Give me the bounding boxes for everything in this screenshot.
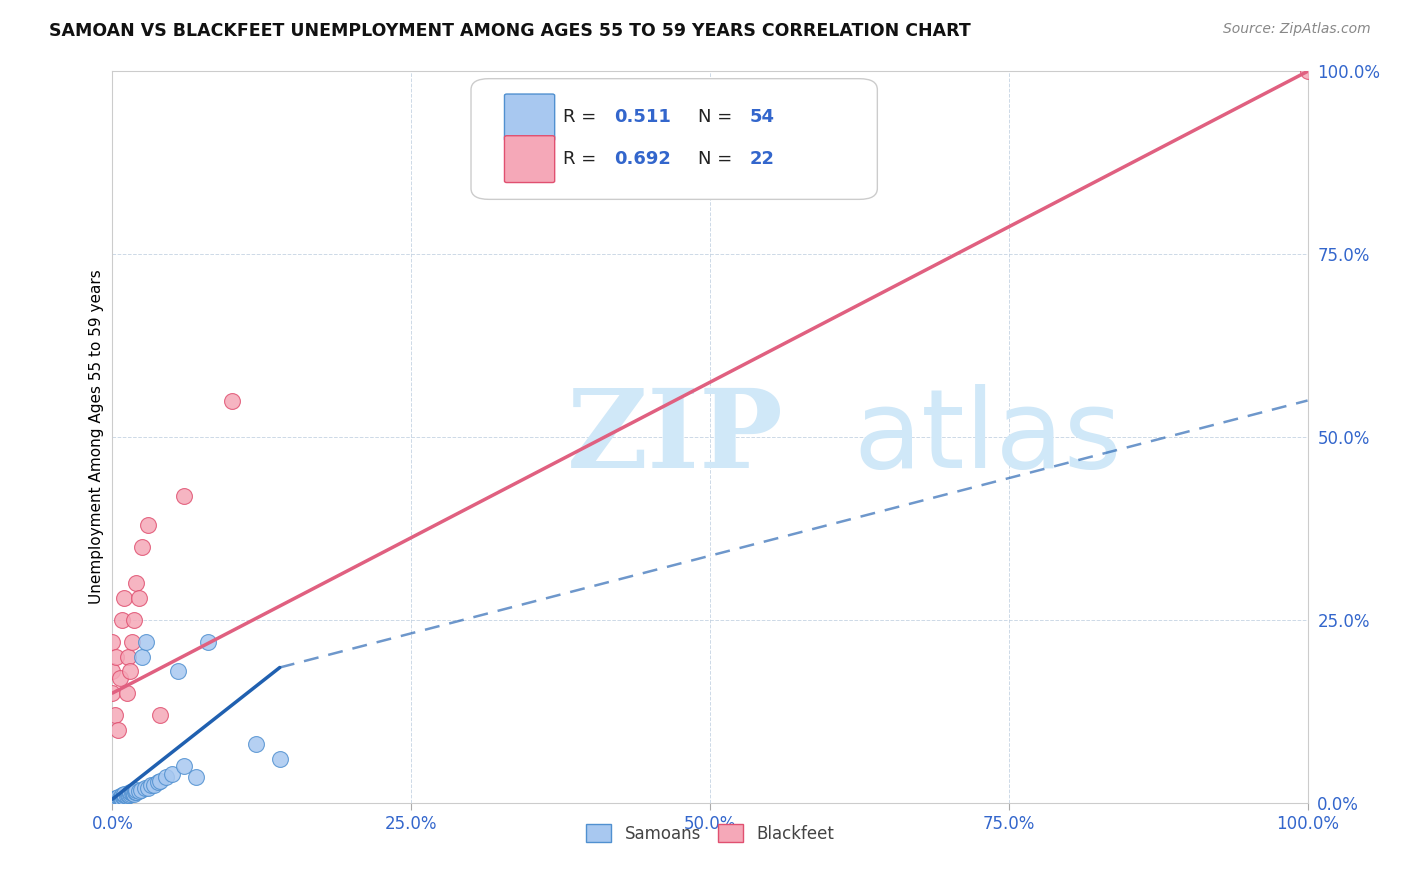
Point bbox=[115, 789, 138, 804]
Point bbox=[108, 672, 131, 686]
Point bbox=[162, 766, 183, 780]
Point bbox=[117, 649, 139, 664]
Point bbox=[101, 796, 124, 810]
Text: N =: N = bbox=[699, 109, 738, 127]
Point bbox=[118, 788, 141, 802]
Point bbox=[114, 789, 135, 803]
Point bbox=[114, 789, 135, 804]
Point bbox=[105, 791, 128, 805]
FancyBboxPatch shape bbox=[505, 136, 554, 183]
Point bbox=[101, 664, 124, 678]
Point bbox=[120, 787, 142, 801]
Point bbox=[107, 789, 129, 804]
Point bbox=[139, 778, 162, 792]
Text: 22: 22 bbox=[749, 150, 775, 168]
Point bbox=[124, 785, 146, 799]
Point bbox=[101, 686, 124, 700]
Point bbox=[186, 770, 208, 784]
Point bbox=[101, 794, 124, 808]
Point bbox=[121, 786, 143, 800]
Point bbox=[245, 737, 267, 751]
Point bbox=[1296, 64, 1319, 78]
Point bbox=[128, 784, 150, 798]
Point bbox=[105, 794, 128, 808]
Text: 0.692: 0.692 bbox=[614, 150, 671, 168]
Point bbox=[104, 708, 127, 723]
Point bbox=[112, 789, 135, 804]
FancyBboxPatch shape bbox=[505, 94, 554, 141]
Point bbox=[120, 785, 142, 799]
Point bbox=[107, 793, 129, 807]
Text: SAMOAN VS BLACKFEET UNEMPLOYMENT AMONG AGES 55 TO 59 YEARS CORRELATION CHART: SAMOAN VS BLACKFEET UNEMPLOYMENT AMONG A… bbox=[49, 22, 972, 40]
Point bbox=[101, 796, 124, 810]
Point bbox=[120, 664, 142, 678]
Point bbox=[269, 752, 291, 766]
Text: 0.511: 0.511 bbox=[614, 109, 671, 127]
Point bbox=[134, 781, 156, 796]
Text: N =: N = bbox=[699, 150, 738, 168]
Text: Source: ZipAtlas.com: Source: ZipAtlas.com bbox=[1223, 22, 1371, 37]
Point bbox=[129, 782, 152, 797]
Point bbox=[101, 635, 124, 649]
Point bbox=[125, 782, 148, 797]
Point bbox=[121, 635, 143, 649]
Legend: Samoans, Blackfeet: Samoans, Blackfeet bbox=[579, 818, 841, 849]
Point bbox=[105, 649, 128, 664]
Point bbox=[104, 796, 127, 810]
Point bbox=[114, 787, 135, 801]
Point bbox=[110, 790, 132, 805]
Point bbox=[114, 591, 135, 605]
Point bbox=[138, 517, 160, 532]
Point bbox=[197, 635, 219, 649]
Point bbox=[128, 591, 150, 605]
Point bbox=[125, 576, 148, 591]
Point bbox=[117, 789, 139, 803]
Point bbox=[121, 786, 143, 800]
Point bbox=[125, 785, 148, 799]
Text: R =: R = bbox=[562, 109, 602, 127]
Point bbox=[155, 770, 177, 784]
Point bbox=[131, 649, 153, 664]
Point bbox=[101, 796, 124, 810]
Point bbox=[115, 686, 138, 700]
Text: atlas: atlas bbox=[853, 384, 1122, 491]
Point bbox=[146, 775, 169, 789]
Y-axis label: Unemployment Among Ages 55 to 59 years: Unemployment Among Ages 55 to 59 years bbox=[89, 269, 104, 605]
Point bbox=[143, 778, 166, 792]
Point bbox=[101, 792, 124, 806]
FancyBboxPatch shape bbox=[471, 78, 877, 200]
Text: ZIP: ZIP bbox=[567, 384, 783, 491]
Point bbox=[101, 794, 124, 808]
Point bbox=[111, 613, 134, 627]
Point bbox=[101, 793, 124, 807]
Point bbox=[122, 787, 145, 801]
Point bbox=[101, 796, 124, 810]
Point bbox=[108, 791, 131, 805]
Point bbox=[149, 773, 172, 788]
Point bbox=[135, 635, 157, 649]
Text: R =: R = bbox=[562, 150, 602, 168]
Point bbox=[173, 489, 195, 503]
Point bbox=[101, 794, 124, 808]
Point bbox=[173, 759, 195, 773]
Point bbox=[167, 664, 190, 678]
Point bbox=[131, 540, 153, 554]
Point bbox=[101, 796, 124, 810]
Point bbox=[104, 792, 127, 806]
Point bbox=[122, 613, 145, 627]
Point bbox=[105, 792, 128, 806]
Point bbox=[221, 393, 243, 408]
Point bbox=[111, 792, 134, 806]
Point bbox=[149, 708, 172, 723]
Point bbox=[138, 781, 160, 796]
Point bbox=[107, 723, 129, 737]
Text: 54: 54 bbox=[749, 109, 775, 127]
Point bbox=[111, 789, 134, 803]
